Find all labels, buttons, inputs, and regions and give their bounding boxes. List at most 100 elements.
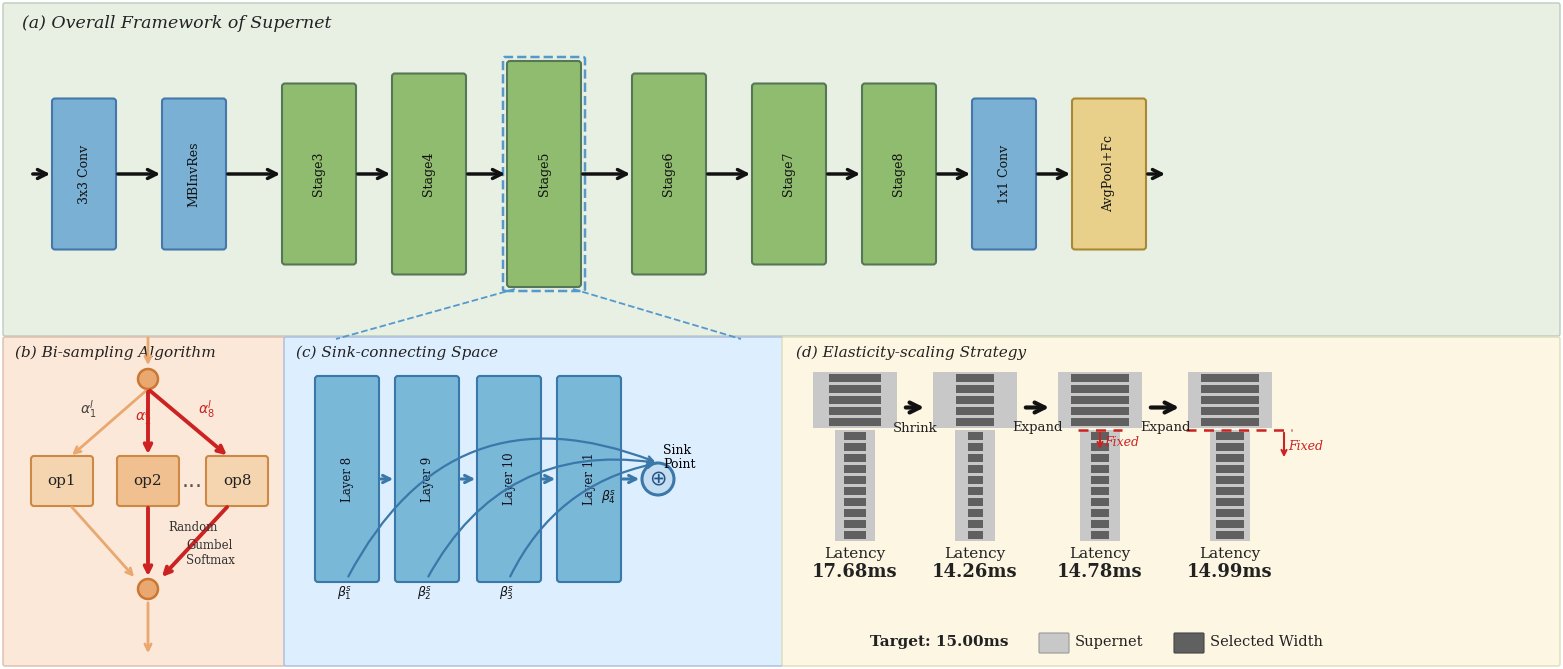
Text: Random: Random bbox=[167, 521, 217, 534]
Text: AvgPool+Fc: AvgPool+Fc bbox=[1102, 136, 1116, 213]
Bar bbox=[835, 430, 875, 541]
Text: $\alpha_8^l$: $\alpha_8^l$ bbox=[197, 399, 214, 420]
Bar bbox=[844, 454, 866, 462]
Text: op8: op8 bbox=[224, 474, 252, 488]
Bar bbox=[1091, 443, 1110, 451]
FancyBboxPatch shape bbox=[972, 98, 1036, 250]
Bar bbox=[1216, 454, 1244, 462]
Text: Stage6: Stage6 bbox=[663, 152, 675, 196]
Bar bbox=[967, 465, 983, 473]
FancyBboxPatch shape bbox=[863, 84, 936, 264]
FancyBboxPatch shape bbox=[52, 98, 116, 250]
Bar bbox=[1091, 520, 1110, 528]
Text: $\beta_1^s$: $\beta_1^s$ bbox=[338, 584, 353, 601]
FancyBboxPatch shape bbox=[3, 3, 1560, 336]
FancyBboxPatch shape bbox=[281, 84, 356, 264]
Bar bbox=[1071, 374, 1128, 382]
Text: Latency: Latency bbox=[1199, 547, 1261, 561]
FancyBboxPatch shape bbox=[31, 456, 94, 506]
Bar bbox=[844, 443, 866, 451]
Text: Stage5: Stage5 bbox=[538, 152, 550, 196]
FancyBboxPatch shape bbox=[782, 337, 1560, 666]
FancyBboxPatch shape bbox=[752, 84, 825, 264]
Bar bbox=[1091, 487, 1110, 495]
Text: Supernet: Supernet bbox=[1075, 635, 1144, 649]
Text: Stage3: Stage3 bbox=[313, 152, 325, 196]
Text: Stage7: Stage7 bbox=[783, 152, 796, 196]
Bar bbox=[1091, 509, 1110, 517]
Bar bbox=[933, 372, 1018, 428]
Text: Layer 10: Layer 10 bbox=[502, 453, 516, 505]
Text: $\beta_3^s$: $\beta_3^s$ bbox=[499, 584, 514, 601]
Text: 1x1 Conv: 1x1 Conv bbox=[997, 145, 1011, 203]
Text: Selected Width: Selected Width bbox=[1210, 635, 1322, 649]
Bar bbox=[967, 432, 983, 440]
Text: Fixed: Fixed bbox=[1288, 440, 1322, 452]
Circle shape bbox=[642, 463, 674, 495]
Bar bbox=[1200, 374, 1260, 382]
Bar bbox=[1188, 372, 1272, 428]
Bar bbox=[844, 476, 866, 484]
FancyBboxPatch shape bbox=[477, 376, 541, 582]
Text: Stage4: Stage4 bbox=[422, 152, 436, 196]
Bar bbox=[828, 385, 882, 393]
Bar bbox=[1071, 418, 1128, 426]
Bar bbox=[1200, 396, 1260, 404]
Text: (b) Bi-sampling Algorithm: (b) Bi-sampling Algorithm bbox=[16, 346, 216, 361]
Bar bbox=[1200, 407, 1260, 415]
Circle shape bbox=[138, 579, 158, 599]
FancyBboxPatch shape bbox=[392, 74, 466, 274]
Bar bbox=[967, 476, 983, 484]
FancyBboxPatch shape bbox=[117, 456, 180, 506]
Text: (a) Overall Framework of Supernet: (a) Overall Framework of Supernet bbox=[22, 15, 331, 32]
Text: 14.26ms: 14.26ms bbox=[932, 563, 1018, 581]
Bar bbox=[957, 418, 994, 426]
Text: Layer 8: Layer 8 bbox=[341, 456, 353, 502]
Bar bbox=[828, 374, 882, 382]
Text: Target: 15.00ms: Target: 15.00ms bbox=[871, 635, 1008, 649]
Bar bbox=[1091, 465, 1110, 473]
Bar bbox=[828, 418, 882, 426]
Bar bbox=[1200, 418, 1260, 426]
Bar bbox=[1091, 531, 1110, 539]
Text: op2: op2 bbox=[134, 474, 163, 488]
Bar bbox=[813, 372, 897, 428]
FancyBboxPatch shape bbox=[206, 456, 267, 506]
Text: Latency: Latency bbox=[944, 547, 1005, 561]
Text: ...: ... bbox=[181, 471, 203, 491]
Text: Sink: Sink bbox=[663, 444, 691, 457]
Text: Latency: Latency bbox=[1069, 547, 1130, 561]
FancyBboxPatch shape bbox=[506, 61, 581, 287]
Text: 3x3 Conv: 3x3 Conv bbox=[78, 145, 91, 203]
Bar bbox=[967, 443, 983, 451]
Text: 14.99ms: 14.99ms bbox=[1188, 563, 1272, 581]
FancyBboxPatch shape bbox=[163, 98, 227, 250]
Bar bbox=[1091, 454, 1110, 462]
Text: $\alpha_2^l$: $\alpha_2^l$ bbox=[134, 405, 152, 427]
Bar bbox=[1091, 476, 1110, 484]
Text: Point: Point bbox=[663, 458, 696, 471]
Bar bbox=[1216, 487, 1244, 495]
FancyBboxPatch shape bbox=[556, 376, 621, 582]
Bar bbox=[1071, 385, 1128, 393]
Text: MBInvRes: MBInvRes bbox=[188, 141, 200, 207]
FancyBboxPatch shape bbox=[284, 337, 783, 666]
Bar bbox=[1080, 430, 1121, 541]
Bar bbox=[844, 465, 866, 473]
Text: 17.68ms: 17.68ms bbox=[813, 563, 897, 581]
Bar bbox=[957, 396, 994, 404]
Bar bbox=[957, 407, 994, 415]
Bar bbox=[844, 509, 866, 517]
Bar bbox=[1216, 520, 1244, 528]
Bar bbox=[967, 487, 983, 495]
Text: Latency: Latency bbox=[824, 547, 886, 561]
Bar bbox=[1216, 443, 1244, 451]
Text: $\alpha_1^l$: $\alpha_1^l$ bbox=[80, 399, 97, 420]
Bar bbox=[1058, 372, 1143, 428]
FancyBboxPatch shape bbox=[631, 74, 706, 274]
Bar bbox=[1071, 396, 1128, 404]
Bar bbox=[1216, 465, 1244, 473]
Text: $\oplus$: $\oplus$ bbox=[649, 469, 667, 489]
Bar bbox=[1216, 509, 1244, 517]
Bar bbox=[957, 385, 994, 393]
